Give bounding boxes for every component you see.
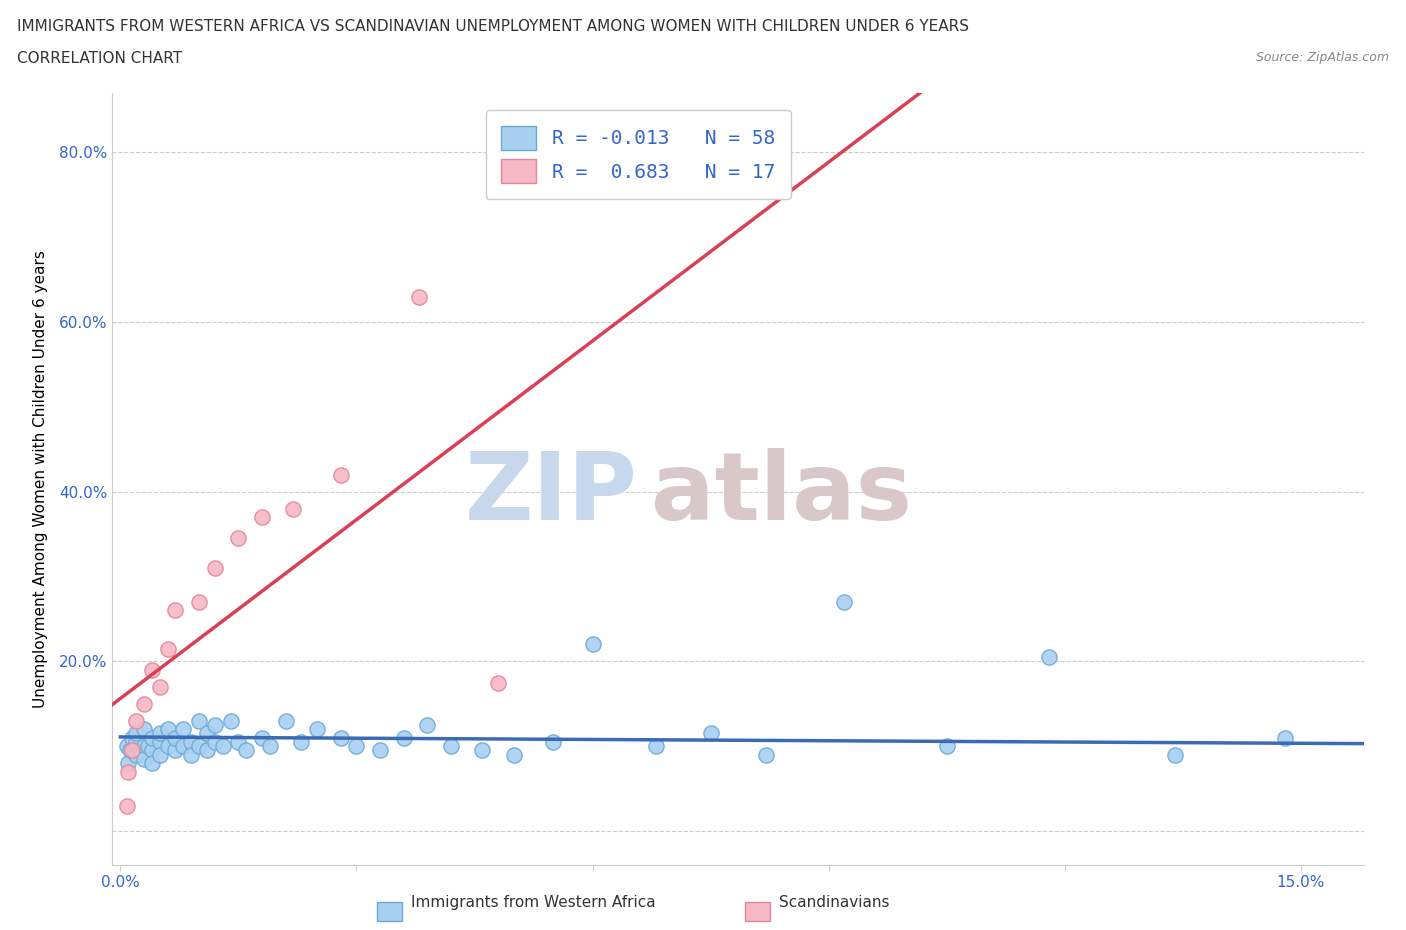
Point xyxy=(346,738,368,753)
Point xyxy=(121,730,143,745)
Point xyxy=(307,722,329,737)
Point xyxy=(235,743,257,758)
Point xyxy=(471,743,494,758)
Point xyxy=(180,747,202,762)
Point xyxy=(188,594,211,609)
Point xyxy=(118,743,141,758)
Point xyxy=(486,675,509,690)
Y-axis label: Unemployment Among Women with Children Under 6 years: Unemployment Among Women with Children U… xyxy=(32,250,48,708)
Point xyxy=(755,747,778,762)
Point xyxy=(141,743,163,758)
Point xyxy=(368,743,391,758)
Point xyxy=(228,735,250,750)
Point xyxy=(125,713,148,728)
Point xyxy=(132,697,155,711)
Point xyxy=(180,735,202,750)
Point xyxy=(1038,650,1060,665)
Point xyxy=(416,718,439,733)
Point xyxy=(195,726,218,741)
Text: Source: ZipAtlas.com: Source: ZipAtlas.com xyxy=(1256,51,1389,64)
Legend: R = -0.013   N = 58, R =  0.683   N = 17: R = -0.013 N = 58, R = 0.683 N = 17 xyxy=(485,111,790,199)
Point xyxy=(1274,730,1296,745)
Text: IMMIGRANTS FROM WESTERN AFRICA VS SCANDINAVIAN UNEMPLOYMENT AMONG WOMEN WITH CHI: IMMIGRANTS FROM WESTERN AFRICA VS SCANDI… xyxy=(17,19,969,33)
Point xyxy=(699,726,721,741)
Point xyxy=(1164,747,1187,762)
Point xyxy=(165,743,187,758)
Point xyxy=(125,726,148,741)
Point xyxy=(329,467,352,482)
Point xyxy=(440,738,463,753)
Text: ZIP: ZIP xyxy=(465,448,638,540)
Point xyxy=(259,738,281,753)
Point xyxy=(149,735,172,750)
Point xyxy=(204,718,226,733)
Point xyxy=(165,603,187,618)
Point xyxy=(834,594,856,609)
Text: atlas: atlas xyxy=(651,448,911,540)
Point xyxy=(329,730,352,745)
Point xyxy=(172,738,194,753)
Point xyxy=(136,738,159,753)
Point xyxy=(283,501,305,516)
Point xyxy=(125,747,148,762)
Point xyxy=(141,662,163,677)
Point xyxy=(228,531,250,546)
Point xyxy=(204,561,226,576)
Point xyxy=(117,764,139,779)
Point xyxy=(125,735,148,750)
Point xyxy=(132,738,155,753)
Point xyxy=(132,722,155,737)
Point xyxy=(644,738,666,753)
Point xyxy=(219,713,242,728)
Point xyxy=(250,730,273,745)
Point xyxy=(172,722,194,737)
Point xyxy=(165,730,187,745)
Point xyxy=(156,641,179,656)
Point xyxy=(188,713,211,728)
Text: CORRELATION CHART: CORRELATION CHART xyxy=(17,51,181,66)
Point xyxy=(502,747,524,762)
Point xyxy=(115,798,138,813)
Point xyxy=(290,735,312,750)
Point xyxy=(274,713,297,728)
Point xyxy=(204,735,226,750)
Point xyxy=(211,738,233,753)
Point xyxy=(250,510,273,525)
Point xyxy=(156,738,179,753)
Point xyxy=(541,735,564,750)
Point xyxy=(581,637,603,652)
Point xyxy=(149,747,172,762)
Point xyxy=(195,743,218,758)
Point xyxy=(132,751,155,766)
Point xyxy=(188,738,211,753)
Point xyxy=(141,756,163,771)
Point xyxy=(149,679,172,694)
Point xyxy=(117,756,139,771)
Point xyxy=(408,289,430,304)
Point xyxy=(935,738,957,753)
Text: Immigrants from Western Africa: Immigrants from Western Africa xyxy=(411,895,655,910)
Text: Scandinavians: Scandinavians xyxy=(779,895,890,910)
Point xyxy=(121,743,143,758)
Point xyxy=(141,730,163,745)
Point xyxy=(156,722,179,737)
Point xyxy=(115,738,138,753)
Point xyxy=(392,730,415,745)
Point xyxy=(149,726,172,741)
